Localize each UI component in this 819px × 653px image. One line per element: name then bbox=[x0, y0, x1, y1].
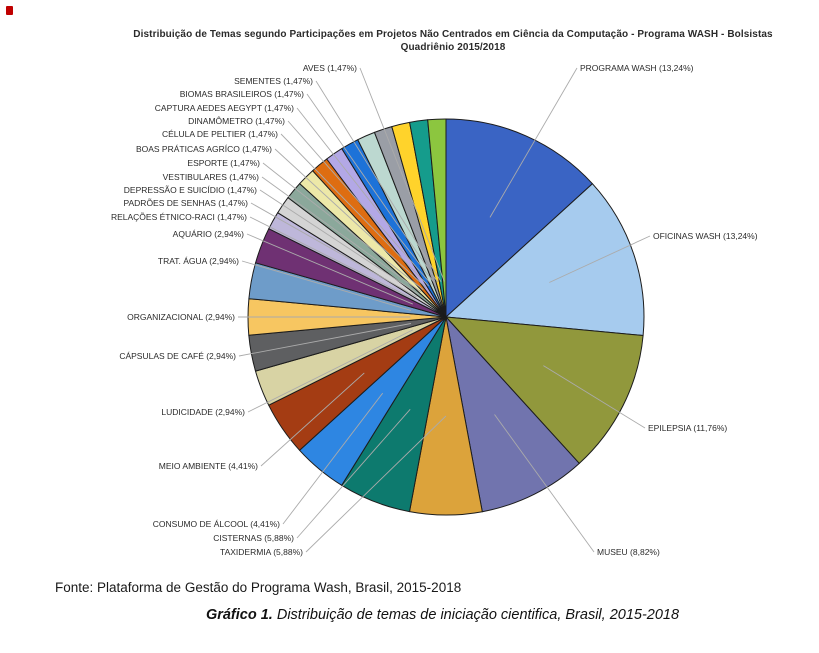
leader-line-meio-ambiente bbox=[260, 372, 365, 467]
leader-line-epilepsia bbox=[543, 365, 646, 429]
pie-label-taxidermia: TAXIDERMIA (5,88%) bbox=[220, 546, 303, 557]
leader-line-trat-agua bbox=[241, 260, 412, 311]
pie-label-oficinas-wash: OFICINAS WASH (13,24%) bbox=[653, 230, 758, 241]
pie-slice-epilepsia bbox=[445, 316, 644, 464]
pie-label-epilepsia: EPILEPSIA (11,76%) bbox=[648, 422, 728, 433]
leader-line-aves bbox=[359, 67, 445, 282]
leader-line-cisternas bbox=[296, 409, 411, 539]
leader-line-aquario bbox=[246, 233, 413, 305]
pie-label-programa-wash: PROGRAMA WASH (13,24%) bbox=[580, 62, 694, 73]
pie-label-padroes-de-senhas: PADRÕES DE SENHAS (1,47%) bbox=[123, 197, 248, 208]
pie-label-captura-aedes-aegypt: CAPTURA AEDES AEGYPT (1,47%) bbox=[154, 102, 294, 113]
pie-label-museu: MUSEU (8,82%) bbox=[597, 546, 660, 557]
pie-label-boas-praticas-agrico: BOAS PRÁTICAS AGRÍCO (1,47%) bbox=[135, 143, 272, 154]
leader-line-programa-wash bbox=[489, 67, 578, 218]
pie-label-capsulas-de-cafe: CÁPSULAS DE CAFÉ (2,94%) bbox=[119, 350, 236, 361]
pie-label-cisternas: CISTERNAS (5,88%) bbox=[213, 532, 294, 543]
figure-caption: Gráfico 1. Distribuição de temas de inic… bbox=[65, 607, 819, 623]
figure-caption-text: Distribuição de temas de iniciação cient… bbox=[272, 607, 680, 623]
leader-line-boas-praticas-agrico bbox=[274, 148, 427, 288]
pie-label-ludicidade: LUDICIDADE (2,94%) bbox=[161, 406, 245, 417]
source-note: Fonte: Plataforma de Gestão do Programa … bbox=[55, 580, 462, 595]
pie-label-biomas-brasileiros: BIOMAS BRASILEIROS (1,47%) bbox=[179, 88, 304, 99]
leader-line-vestibulares bbox=[261, 176, 422, 293]
figure-caption-number: Gráfico 1. bbox=[205, 607, 273, 623]
pie-label-aquario: AQUÁRIO (2,94%) bbox=[172, 228, 244, 239]
pie-label-organizacional: ORGANIZACIONAL (2,94%) bbox=[127, 311, 235, 322]
red-corner-marker-icon bbox=[6, 6, 13, 15]
pie-label-relacoes-etnico-raci: RELAÇÕES ÉTNICO-RACI (1,47%) bbox=[110, 211, 247, 222]
pie-label-depressao-e-suicidio: DEPRESSÃO E SUICÍDIO (1,47%) bbox=[123, 184, 257, 195]
leader-line-esporte bbox=[262, 162, 424, 290]
leader-line-ludicidade bbox=[247, 329, 414, 413]
pie-label-consumo-de-alcool: CONSUMO DE ÁLCOOL (4,41%) bbox=[152, 518, 280, 529]
pie-label-sementes: SEMENTES (1,47%) bbox=[234, 75, 313, 86]
pie-label-aves: AVES (1,47%) bbox=[302, 62, 357, 73]
pie-slice-programa-wash bbox=[445, 118, 593, 318]
leader-line-captura-aedes-aegypt bbox=[296, 107, 436, 284]
leader-line-taxidermia bbox=[305, 415, 447, 553]
leader-line-consumo-de-alcool bbox=[282, 392, 384, 525]
leader-line-dinamometro bbox=[287, 120, 432, 285]
leader-line-museu bbox=[494, 414, 595, 553]
chart-title: Distribuição de Temas segundo Participaç… bbox=[133, 29, 773, 53]
pie-slice-aves bbox=[427, 118, 447, 318]
pie-label-esporte: ESPORTE (1,47%) bbox=[187, 157, 260, 168]
leader-line-padroes-de-senhas bbox=[250, 202, 417, 298]
leader-line-sementes bbox=[315, 80, 442, 282]
pie-slice-oficinas-wash bbox=[445, 183, 645, 336]
pie-label-meio-ambiente: MEIO AMBIENTE (4,41%) bbox=[158, 460, 258, 471]
leader-line-depressao-e-suicidio bbox=[259, 189, 419, 295]
pie-slice-museu bbox=[445, 316, 580, 513]
leader-line-biomas-brasileiros bbox=[306, 93, 439, 283]
leader-line-capsulas-de-cafe bbox=[238, 323, 412, 357]
leader-line-celula-de-peltier bbox=[280, 133, 430, 287]
leader-line-relacoes-etnico-raci bbox=[249, 216, 416, 301]
leader-line-oficinas-wash bbox=[549, 235, 651, 283]
pie-label-vestibulares: VESTIBULARES (1,47%) bbox=[162, 171, 259, 182]
pie-label-celula-de-peltier: CÉLULA DE PELTIER (1,47%) bbox=[161, 128, 278, 139]
pie-label-trat-agua: TRAT. ÁGUA (2,94%) bbox=[157, 255, 239, 266]
pie-label-dinamometro: DINAMÔMETRO (1,47%) bbox=[188, 115, 285, 126]
